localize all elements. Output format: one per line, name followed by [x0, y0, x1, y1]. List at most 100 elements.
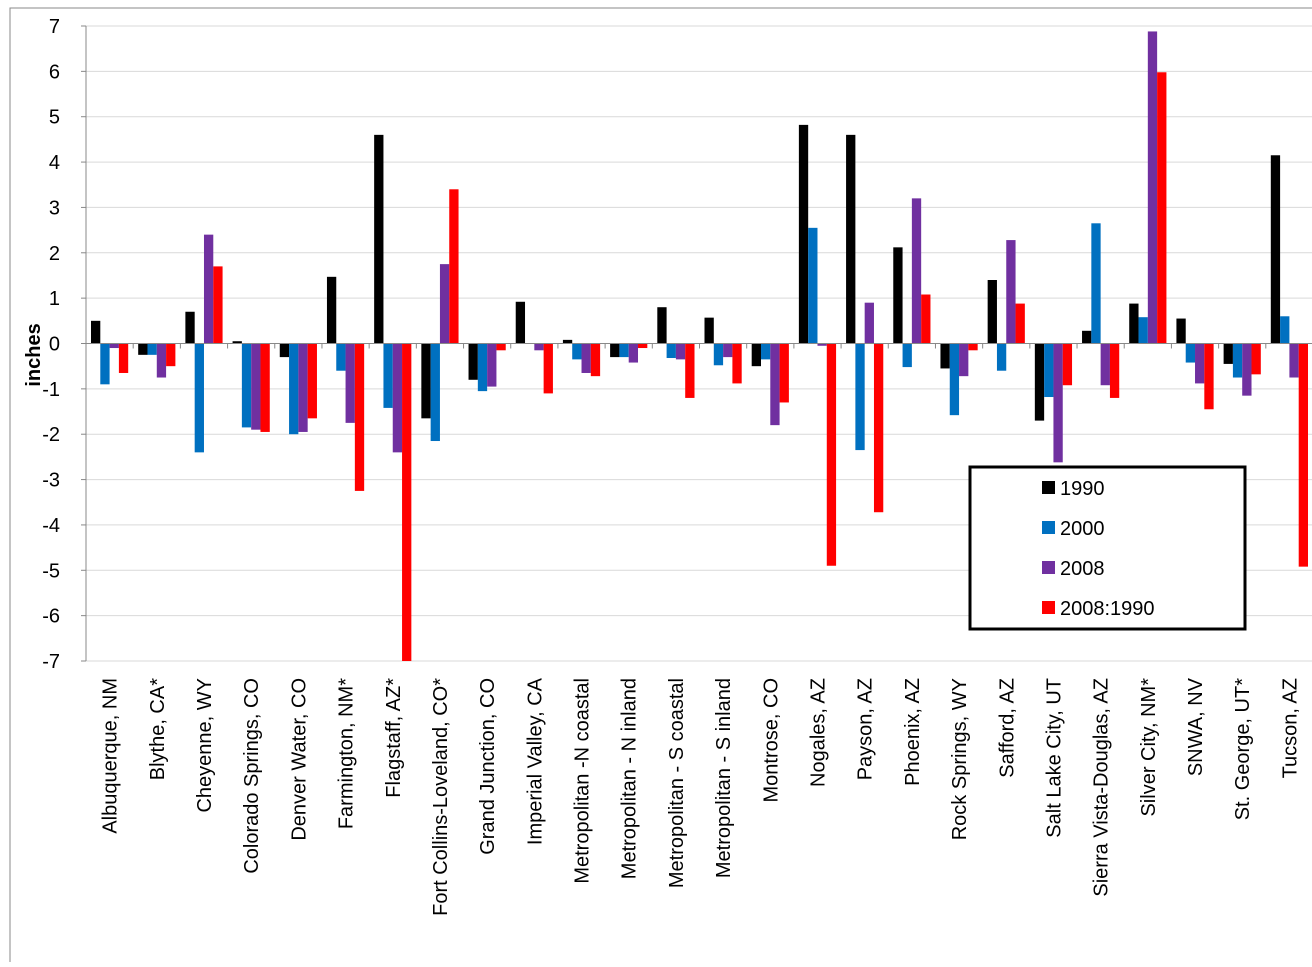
bar	[732, 343, 742, 384]
bar	[166, 343, 176, 367]
bar	[1223, 343, 1233, 364]
bar	[279, 343, 290, 358]
bar	[289, 343, 299, 435]
bar	[307, 343, 317, 419]
bar	[232, 341, 242, 344]
legend-label: 1990	[1060, 478, 1105, 500]
axes: -7 -6 -5 -4 -3 -2 -1 0 1 2 3 4 5 6 7 Albuquerque, NM Bly…	[42, 16, 1312, 916]
x-tick-label: SNWA, NV	[1185, 677, 1207, 776]
legend-swatch	[1042, 481, 1055, 494]
x-tick-label: Farmington, NM*	[336, 678, 358, 829]
bars	[90, 31, 1309, 661]
bar	[1062, 343, 1073, 386]
bar	[610, 343, 620, 358]
bar	[487, 343, 497, 387]
bar	[185, 311, 195, 344]
y-tick-label: -4	[42, 515, 60, 537]
bar	[1195, 343, 1205, 384]
bar	[213, 266, 223, 344]
x-tick-label: Albuquerque, NM	[100, 678, 122, 834]
x-tick-label: Imperial Valley, CA	[524, 677, 546, 845]
y-tick-label: 2	[49, 243, 60, 265]
bar	[1251, 343, 1261, 375]
bar	[846, 134, 856, 344]
bar	[949, 343, 960, 416]
bar	[873, 343, 884, 513]
bar	[421, 343, 431, 419]
bar	[251, 343, 261, 430]
bar	[1157, 72, 1167, 344]
bar	[203, 234, 214, 344]
bar	[921, 294, 931, 344]
x-tick-label: Rock Springs, WY	[949, 678, 971, 840]
legend-label: 2008:1990	[1060, 598, 1155, 620]
bar	[940, 343, 950, 369]
bar	[326, 276, 337, 344]
x-tick-label: Silver City, NM*	[1138, 678, 1160, 817]
x-tick-label: Metropolitan - S inland	[713, 678, 735, 878]
bar	[1185, 343, 1196, 363]
bar	[760, 343, 771, 360]
bar	[562, 339, 573, 344]
x-tick-label: Phoenix, AZ	[902, 678, 924, 786]
bar	[959, 343, 969, 377]
bar	[449, 189, 459, 344]
bar	[638, 343, 648, 349]
x-tick-label: Metropolitan -N coastal	[572, 678, 594, 884]
x-tick-label: Grand Junction, CO	[477, 678, 499, 855]
x-tick-label: Metropolitan - N inland	[619, 678, 641, 879]
y-tick-label: -6	[42, 606, 60, 628]
bar	[581, 343, 591, 373]
bar	[430, 343, 440, 442]
bar	[194, 343, 204, 453]
bar	[1242, 343, 1252, 396]
bar	[345, 343, 355, 423]
bar	[590, 343, 601, 377]
legend-swatch	[1042, 601, 1055, 614]
bar	[1232, 343, 1243, 378]
x-tick-label: St. George, UT*	[1232, 678, 1254, 820]
bar	[864, 302, 874, 344]
bar	[657, 307, 667, 344]
bar	[354, 343, 365, 491]
bar	[241, 343, 252, 428]
bar	[619, 343, 629, 358]
bar	[298, 343, 308, 432]
bar	[118, 343, 129, 373]
bar	[439, 264, 450, 344]
bar	[1289, 343, 1299, 378]
y-tick-label: -2	[42, 424, 60, 446]
bar	[100, 343, 110, 385]
bar	[798, 124, 809, 344]
bar	[1280, 316, 1290, 344]
legend: 1990 2000 2008 2008:1990	[968, 465, 1247, 631]
bar	[1015, 303, 1025, 344]
bar	[817, 343, 827, 346]
bar	[1082, 330, 1092, 344]
bar	[987, 280, 997, 344]
x-tick-label: Cheyenne, WY	[194, 678, 216, 813]
bar	[1138, 317, 1148, 344]
bar	[723, 343, 733, 358]
bar	[402, 343, 412, 661]
legend-swatch	[1042, 521, 1055, 534]
bar	[1100, 343, 1110, 386]
bar	[1176, 318, 1186, 344]
bar	[779, 343, 789, 403]
bar	[515, 301, 526, 344]
bar	[534, 343, 544, 351]
bar	[770, 343, 780, 426]
bar	[1034, 343, 1045, 421]
bar	[628, 343, 639, 363]
bar	[911, 198, 922, 344]
bar	[138, 343, 148, 355]
x-tick-label: Colorado Springs, CO	[241, 678, 263, 874]
bar	[260, 343, 270, 432]
bar	[1147, 31, 1158, 344]
legend-label: 2008	[1060, 558, 1105, 580]
x-tick-label: Tucson, AZ	[1279, 678, 1301, 778]
x-tick-label: Blythe, CA*	[147, 678, 169, 780]
y-tick-label: -3	[42, 470, 60, 492]
legend-box	[968, 465, 1247, 631]
